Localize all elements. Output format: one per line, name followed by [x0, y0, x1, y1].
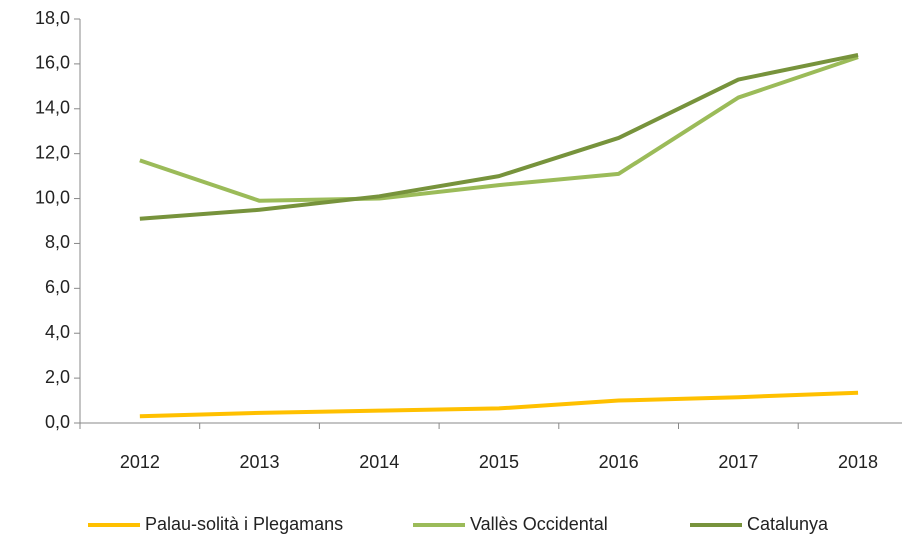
x-tick-label: 2017: [718, 452, 758, 472]
y-tick-label: 18,0: [35, 8, 70, 28]
series-line: [139, 390, 859, 419]
y-tick-label: 8,0: [45, 232, 70, 252]
series-line: [139, 55, 859, 203]
y-tick-label: 4,0: [45, 322, 70, 342]
y-tick-label: 16,0: [35, 53, 70, 73]
legend-label: Vallès Occidental: [470, 514, 608, 534]
legend-label: Catalunya: [747, 514, 829, 534]
y-tick-label: 0,0: [45, 412, 70, 432]
x-tick-label: 2014: [359, 452, 399, 472]
x-tick-label: 2012: [120, 452, 160, 472]
y-tick-label: 10,0: [35, 187, 70, 207]
series-line: [139, 52, 859, 221]
x-tick-label: 2013: [240, 452, 280, 472]
y-tick-label: 6,0: [45, 277, 70, 297]
x-tick-label: 2018: [838, 452, 878, 472]
y-tick-label: 2,0: [45, 367, 70, 387]
x-tick-label: 2016: [599, 452, 639, 472]
legend-label: Palau-solità i Plegamans: [145, 514, 343, 534]
x-tick-label: 2015: [479, 452, 519, 472]
y-tick-label: 12,0: [35, 142, 70, 162]
y-tick-label: 14,0: [35, 98, 70, 118]
